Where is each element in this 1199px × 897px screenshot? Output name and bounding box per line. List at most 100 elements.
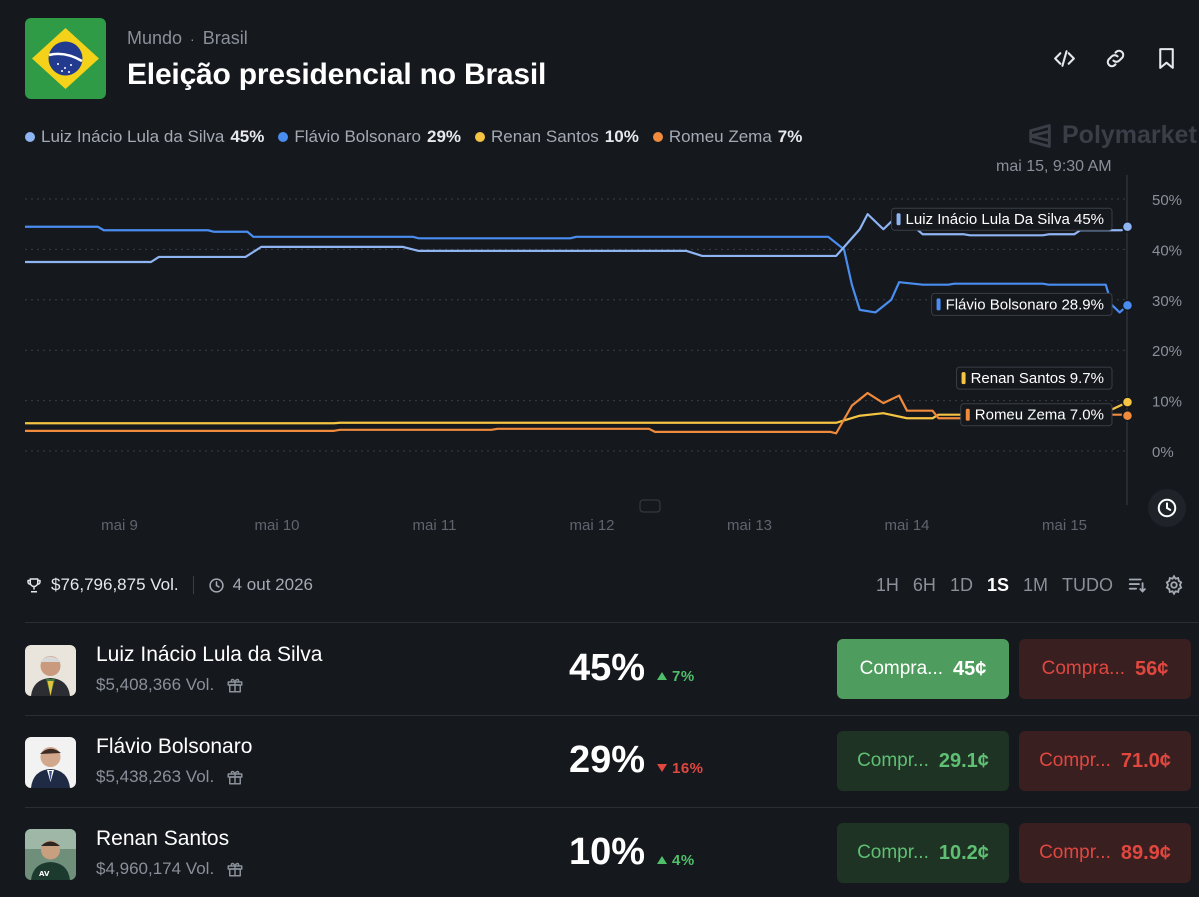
total-volume: $76,796,875 Vol.: [51, 575, 179, 594]
buy-yes-label: Compra...: [859, 658, 944, 679]
legend-item-lula: Luiz Inácio Lula da Silva 45%: [25, 127, 264, 147]
breadcrumb-separator: ·: [190, 30, 195, 47]
brazil-flag-icon: [25, 18, 106, 99]
embed-icon[interactable]: [1052, 46, 1077, 71]
series-end-label-swatch: [965, 408, 970, 421]
series-end-label-box: [960, 403, 1113, 427]
avatar: [25, 737, 76, 788]
polymarket-logo-icon: [1029, 123, 1051, 148]
outcome-volume-text: $5,438,263 Vol.: [96, 767, 215, 786]
link-icon[interactable]: [1103, 46, 1128, 71]
breadcrumb-item-world[interactable]: Mundo: [127, 28, 183, 48]
range-6h[interactable]: 6H: [912, 574, 936, 595]
buy-yes-button[interactable]: Compr... 10.2¢: [837, 823, 1009, 883]
scrub-handle[interactable]: [639, 499, 661, 513]
series-end-label-box: [931, 292, 1113, 316]
legend-dot: [652, 132, 663, 142]
series-end-label-text: Renan Santos 9.7%: [971, 370, 1104, 387]
avatar: AV: [25, 829, 76, 880]
series-end-label-text: Flávio Bolsonaro 28.9%: [946, 296, 1104, 313]
range-1d[interactable]: 1D: [949, 574, 973, 595]
divider: [25, 807, 1199, 808]
probability-change: 4%: [657, 852, 695, 869]
outcome-row-lula[interactable]: Luiz Inácio Lula da Silva $5,408,366 Vol…: [25, 623, 1199, 715]
y-tick-label: 0%: [1152, 444, 1174, 461]
chart-legend: Luiz Inácio Lula da Silva 45% Flávio Bol…: [25, 127, 802, 147]
buy-no-button[interactable]: Compr... 71.0¢: [1019, 731, 1191, 791]
buy-yes-button[interactable]: Compr... 29.1¢: [837, 731, 1009, 791]
clock-icon: [1157, 498, 1177, 518]
outcome-probability: 10% 4%: [525, 831, 725, 874]
y-tick-label: 20%: [1152, 343, 1182, 360]
range-1m[interactable]: 1M: [1022, 574, 1048, 595]
series-end-label-box: [956, 366, 1113, 390]
gift-icon[interactable]: [226, 860, 244, 878]
x-tick-label: mai 15: [1042, 517, 1087, 534]
gift-icon[interactable]: [226, 768, 244, 786]
legend-pct: 45%: [230, 127, 265, 146]
legend-pct: 29%: [427, 127, 462, 146]
gift-icon[interactable]: [226, 676, 244, 694]
y-tick-label: 30%: [1152, 293, 1182, 310]
x-tick-label: mai 11: [413, 517, 457, 534]
probability-value: 45%: [568, 647, 645, 689]
series-end-label-text: Romeu Zema 7.0%: [975, 407, 1104, 424]
range-1s[interactable]: 1S: [986, 574, 1009, 595]
outcome-volume: $4,960,174 Vol.: [96, 859, 244, 879]
buy-no-button[interactable]: Compr... 89.9¢: [1019, 823, 1191, 883]
series-line-0: [25, 213, 1129, 264]
outcome-row-bolsonaro[interactable]: Flávio Bolsonaro $5,438,263 Vol. 29% 16%…: [25, 715, 1199, 807]
legend-name: Luiz Inácio Lula da Silva: [41, 127, 225, 146]
legend-item-santos: Renan Santos 10%: [475, 127, 639, 147]
series-end-point: [1121, 396, 1134, 408]
series-end-label-box: [891, 207, 1113, 231]
settings-gear-icon[interactable]: [1163, 574, 1185, 596]
buy-yes-price: 45¢: [953, 657, 987, 680]
triangle-down-icon: [657, 764, 667, 772]
svg-text:AV: AV: [39, 870, 50, 878]
clock-icon: [208, 577, 224, 593]
price-chart[interactable]: 50% 40% 30% 20% 10% 0% mai 9 mai 10 mai 11 mai 12…: [0, 175, 1199, 540]
change-value: 7%: [672, 667, 695, 685]
sort-icon[interactable]: [1127, 574, 1149, 596]
legend-name: Renan Santos: [491, 127, 599, 146]
outcome-name[interactable]: Flávio Bolsonaro: [96, 735, 253, 758]
y-tick-label: 10%: [1152, 394, 1182, 411]
bookmark-icon[interactable]: [1154, 46, 1179, 71]
breadcrumb-item-brazil[interactable]: Brasil: [202, 28, 248, 48]
probability-change: 16%: [657, 760, 704, 777]
outcome-name[interactable]: Renan Santos: [96, 827, 230, 850]
outcome-volume-text: $4,960,174 Vol.: [96, 859, 215, 878]
x-tick-label: mai 12: [569, 517, 614, 534]
buy-no-button[interactable]: Compra... 56¢: [1019, 639, 1191, 699]
triangle-up-icon: [657, 672, 667, 680]
outcome-row-santos[interactable]: AV Renan Santos $4,960,174 Vol. 10% 4% C…: [25, 807, 1199, 897]
series-end-point: [1121, 220, 1134, 233]
series-end-label: Flávio Bolsonaro 28.9%: [931, 292, 1113, 316]
legend-name: Flávio Bolsonaro: [294, 127, 421, 146]
page-title: Eleição presidencial no Brasil: [127, 58, 547, 91]
buy-yes-price: 29.1¢: [938, 749, 989, 772]
range-1h[interactable]: 1H: [875, 574, 899, 595]
divider: [25, 622, 1199, 623]
market-stats: $76,796,875 Vol. 4 out 2026: [25, 575, 313, 595]
series-end-label: Luiz Inácio Lula Da Silva 45%: [891, 207, 1113, 231]
legend-dot: [25, 132, 35, 142]
buy-no-label: Compr...: [1039, 750, 1111, 771]
series-end-label: Renan Santos 9.7%: [956, 366, 1113, 390]
series-end-point: [1121, 409, 1134, 422]
buy-yes-button[interactable]: Compra... 45¢: [837, 639, 1009, 699]
outcome-probability: 45% 7%: [525, 647, 725, 690]
range-all[interactable]: TUDO: [1062, 574, 1113, 595]
y-tick-label: 40%: [1152, 242, 1182, 259]
watermark-text: Polymarket: [1062, 121, 1197, 149]
x-tick-label: mai 13: [727, 517, 772, 534]
series-end-label: Romeu Zema 7.0%: [960, 403, 1113, 427]
probability-value: 10%: [568, 831, 645, 873]
legend-pct: 7%: [777, 127, 803, 146]
legend-dot: [475, 132, 486, 142]
outcome-name[interactable]: Luiz Inácio Lula da Silva: [96, 643, 323, 666]
history-button[interactable]: [1148, 489, 1186, 527]
breadcrumb: Mundo · Brasil: [127, 28, 248, 49]
legend-pct: 10%: [604, 127, 639, 146]
